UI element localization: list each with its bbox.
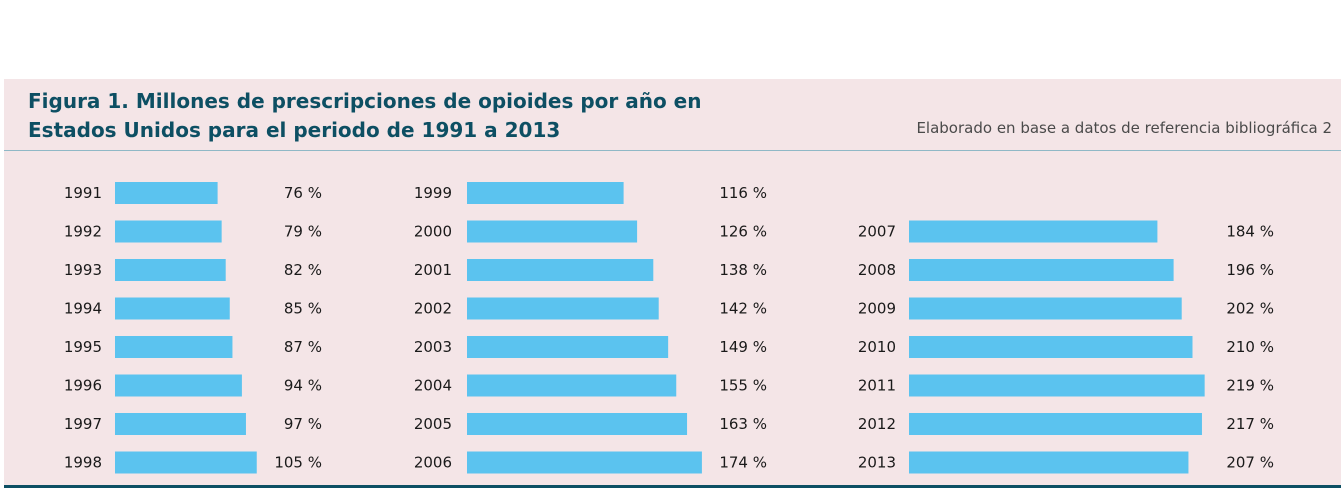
year-label-1992: 1992 [64, 223, 102, 241]
value-label-1998: 105 % [274, 454, 322, 472]
value-label-2011: 219 % [1226, 377, 1274, 395]
bar-2005 [467, 413, 688, 435]
value-label-2002: 142 % [719, 300, 767, 318]
year-label-1999: 1999 [414, 184, 452, 202]
year-label-2002: 2002 [414, 300, 452, 318]
bar-2012 [909, 413, 1202, 435]
value-label-1996: 94 % [284, 377, 322, 395]
figure-title-line-2: Estados Unidos para el periodo de 1991 a… [28, 118, 561, 142]
bar-2010 [909, 336, 1193, 358]
year-label-2007: 2007 [858, 223, 896, 241]
year-label-1998: 1998 [64, 454, 102, 472]
value-label-2013: 207 % [1226, 454, 1274, 472]
year-label-2006: 2006 [414, 454, 452, 472]
figure-title-line-1: Figura 1. Millones de prescripciones de … [28, 89, 702, 113]
bar-1999 [467, 182, 624, 204]
bar-1994 [115, 297, 230, 320]
year-label-1993: 1993 [64, 261, 102, 279]
bar-2006 [467, 451, 702, 474]
bar-1992 [115, 220, 222, 243]
year-label-2005: 2005 [414, 415, 452, 433]
value-label-1993: 82 % [284, 261, 322, 279]
value-label-1991: 76 % [284, 184, 322, 202]
value-label-2008: 196 % [1226, 261, 1274, 279]
year-label-1994: 1994 [64, 300, 102, 318]
year-label-2000: 2000 [414, 223, 452, 241]
value-label-2009: 202 % [1226, 300, 1274, 318]
header-divider [4, 150, 1341, 151]
bar-2013 [909, 451, 1189, 474]
value-label-2012: 217 % [1226, 415, 1274, 433]
bar-2011 [909, 374, 1205, 397]
figure-title: Figura 1. Millones de prescripciones de … [28, 87, 788, 145]
value-label-2003: 149 % [719, 338, 767, 356]
bar-2008 [909, 259, 1174, 281]
year-label-1996: 1996 [64, 377, 102, 395]
value-label-2010: 210 % [1226, 338, 1274, 356]
value-label-1994: 85 % [284, 300, 322, 318]
figure-panel: Figura 1. Millones de prescripciones de … [4, 79, 1341, 488]
bar-2000 [467, 220, 638, 243]
value-label-2000: 126 % [719, 223, 767, 241]
year-label-2012: 2012 [858, 415, 896, 433]
value-label-2007: 184 % [1226, 223, 1274, 241]
bar-1997 [115, 413, 246, 435]
bar-2002 [467, 297, 659, 320]
bar-1996 [115, 374, 242, 397]
value-label-1992: 79 % [284, 223, 322, 241]
bar-2007 [909, 220, 1158, 243]
bar-2001 [467, 259, 654, 281]
value-label-2005: 163 % [719, 415, 767, 433]
year-label-2008: 2008 [858, 261, 896, 279]
year-label-2013: 2013 [858, 454, 896, 472]
value-label-1999: 116 % [719, 184, 767, 202]
bar-2003 [467, 336, 669, 358]
year-label-2003: 2003 [414, 338, 452, 356]
bar-2004 [467, 374, 677, 397]
footer-divider [4, 485, 1341, 488]
bar-chart: 1991 76 % 1992 79 % 1993 82 % 1994 85 % 1995 87 %… [64, 182, 1274, 474]
source-note: Elaborado en base a datos de referencia … [916, 119, 1332, 137]
year-label-2004: 2004 [414, 377, 452, 395]
bar-1991 [115, 182, 218, 204]
bar-1995 [115, 336, 233, 358]
value-label-2001: 138 % [719, 261, 767, 279]
value-label-1995: 87 % [284, 338, 322, 356]
value-label-2006: 174 % [719, 454, 767, 472]
year-label-1997: 1997 [64, 415, 102, 433]
year-label-2001: 2001 [414, 261, 452, 279]
year-label-2010: 2010 [858, 338, 896, 356]
year-label-1995: 1995 [64, 338, 102, 356]
value-label-1997: 97 % [284, 415, 322, 433]
bar-1993 [115, 259, 226, 281]
year-label-2009: 2009 [858, 300, 896, 318]
value-label-2004: 155 % [719, 377, 767, 395]
year-label-1991: 1991 [64, 184, 102, 202]
bar-2009 [909, 297, 1182, 320]
year-label-2011: 2011 [858, 377, 896, 395]
bar-1998 [115, 451, 257, 474]
